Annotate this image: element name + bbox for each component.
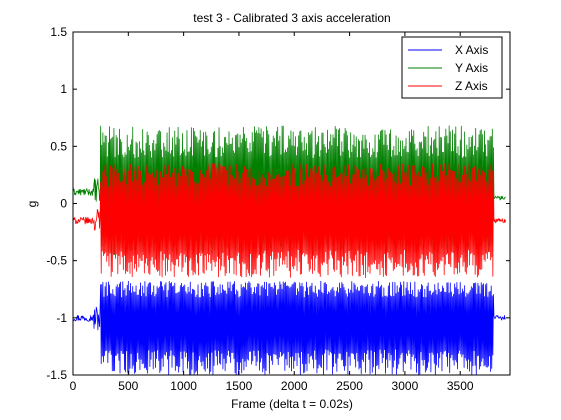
legend-label: X Axis (455, 43, 488, 57)
x-tick-label: 2500 (336, 379, 363, 393)
y-tick-label: 0.5 (50, 139, 67, 153)
chart-title: test 3 - Calibrated 3 axis acceleration (193, 11, 390, 25)
y-tick-label: 0 (60, 197, 67, 211)
x-tick-label: 2000 (281, 379, 308, 393)
legend: X Axis Y Axis Z Axis (401, 36, 503, 99)
y-tick-label: -1.5 (46, 368, 67, 382)
x-tick-label: 3500 (447, 379, 474, 393)
legend-label: Z Axis (455, 79, 488, 93)
x-tick-label: 0 (70, 379, 77, 393)
x-tick-label: 3000 (392, 379, 419, 393)
series-line-x-axis (73, 280, 506, 375)
y-tick-label: -1 (56, 311, 67, 325)
y-tick-label: -0.5 (46, 254, 67, 268)
x-tick-label: 1000 (170, 379, 197, 393)
y-axis-label: g (25, 201, 39, 208)
series-layer (73, 125, 506, 375)
axes-layer: 0 500 1000 1500 2000 2500 3000 3500 -1.5 -1 -0.5 0 0… (46, 25, 511, 393)
series-line-z-axis (73, 163, 506, 279)
x-axis-label: Frame (delta t = 0.02s) (231, 397, 353, 411)
y-tick-label: 1 (60, 82, 67, 96)
x-tick-label: 1500 (226, 379, 253, 393)
legend-label: Y Axis (455, 61, 488, 75)
y-tick-label: 1.5 (50, 25, 67, 39)
x-tick-label: 500 (118, 379, 138, 393)
